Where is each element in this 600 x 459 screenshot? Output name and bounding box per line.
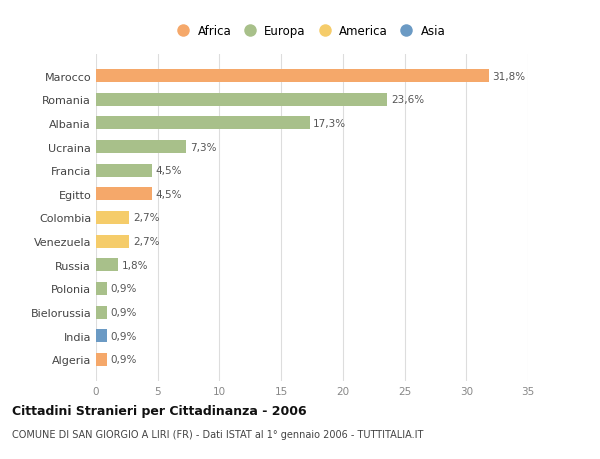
- Text: 23,6%: 23,6%: [391, 95, 424, 105]
- Legend: Africa, Europa, America, Asia: Africa, Europa, America, Asia: [175, 22, 449, 42]
- Bar: [96, 70, 488, 83]
- Bar: [96, 188, 152, 201]
- Bar: [96, 117, 310, 130]
- Text: 0,9%: 0,9%: [111, 331, 137, 341]
- Text: COMUNE DI SAN GIORGIO A LIRI (FR) - Dati ISTAT al 1° gennaio 2006 - TUTTITALIA.I: COMUNE DI SAN GIORGIO A LIRI (FR) - Dati…: [12, 429, 424, 439]
- Text: 4,5%: 4,5%: [155, 166, 182, 176]
- Bar: [96, 259, 118, 272]
- Text: 1,8%: 1,8%: [122, 260, 148, 270]
- Text: 31,8%: 31,8%: [492, 72, 526, 81]
- Bar: [96, 164, 152, 177]
- Bar: [96, 212, 130, 224]
- Text: 2,7%: 2,7%: [133, 237, 160, 246]
- Text: 2,7%: 2,7%: [133, 213, 160, 223]
- Text: 0,9%: 0,9%: [111, 308, 137, 318]
- Text: 17,3%: 17,3%: [313, 118, 346, 129]
- Text: Cittadini Stranieri per Cittadinanza - 2006: Cittadini Stranieri per Cittadinanza - 2…: [12, 404, 307, 417]
- Text: 0,9%: 0,9%: [111, 355, 137, 364]
- Bar: [96, 141, 186, 154]
- Text: 4,5%: 4,5%: [155, 190, 182, 199]
- Bar: [96, 353, 107, 366]
- Text: 0,9%: 0,9%: [111, 284, 137, 294]
- Bar: [96, 235, 130, 248]
- Bar: [96, 306, 107, 319]
- Bar: [96, 330, 107, 342]
- Bar: [96, 94, 387, 106]
- Bar: [96, 282, 107, 295]
- Text: 7,3%: 7,3%: [190, 142, 217, 152]
